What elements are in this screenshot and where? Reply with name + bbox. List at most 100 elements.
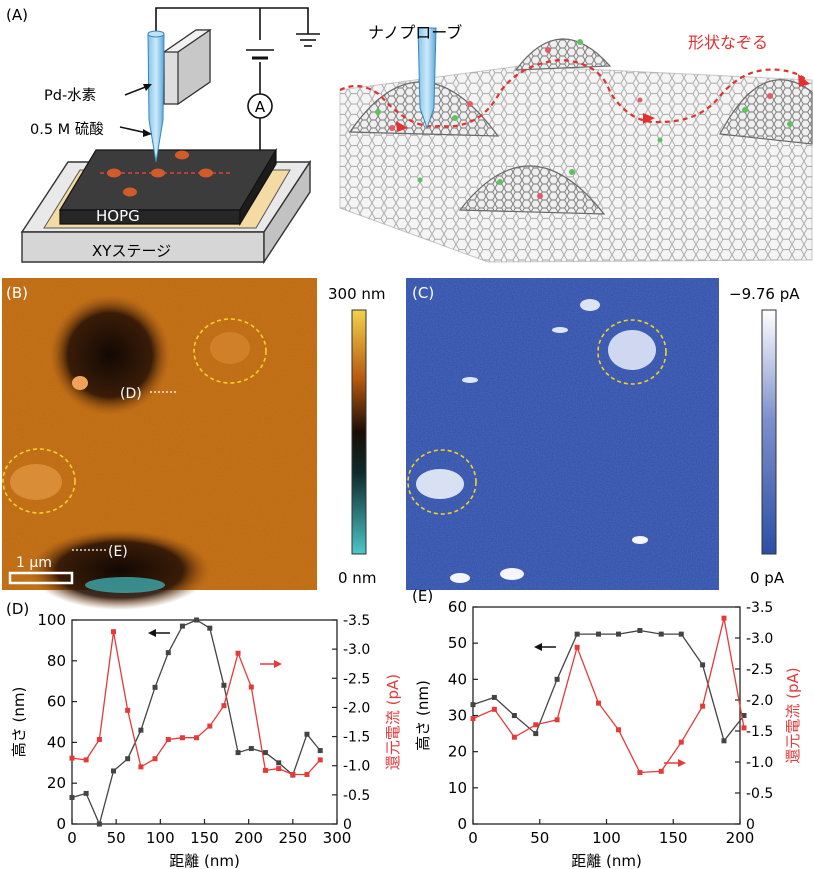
data-point xyxy=(125,756,131,762)
data-point xyxy=(700,662,706,668)
battery-icon xyxy=(246,49,274,60)
y-left-tick-label: 40 xyxy=(448,670,467,688)
marker-d: (D) xyxy=(120,386,142,402)
data-point xyxy=(574,631,580,637)
data-point xyxy=(235,650,241,656)
y-left-tick-label: 0 xyxy=(56,815,66,833)
data-point xyxy=(179,623,185,629)
y-right-tick-label: -1.0 xyxy=(343,759,370,775)
panel-b-label: (B) xyxy=(6,284,28,302)
colorbar-b-max: 300 nm xyxy=(328,285,386,303)
y-right-tick-label: -1.5 xyxy=(343,730,370,746)
x-tick-label: 150 xyxy=(659,829,688,847)
x-tick-label: 200 xyxy=(234,829,263,847)
data-point xyxy=(491,706,497,712)
y-right-tick-label: -3.0 xyxy=(343,642,370,658)
data-point xyxy=(470,716,476,722)
y-left-tick-label: 30 xyxy=(448,707,467,725)
colorbar-c-min: 0 pA xyxy=(750,569,785,587)
probe-holder xyxy=(162,28,212,106)
data-point xyxy=(165,650,171,656)
highlight-circle xyxy=(193,318,267,384)
x-tick-label: 250 xyxy=(279,829,308,847)
acid-label: 0.5 M 硫酸 xyxy=(30,121,104,138)
panel-c-colorbar: −9.76 pA 0 pA xyxy=(729,285,800,587)
data-point xyxy=(125,707,131,713)
data-point xyxy=(637,770,643,776)
carbon-dome-top xyxy=(514,38,612,71)
graphene-illustration: ナノプローブ 形状なぞる xyxy=(339,23,813,263)
hopg-label: HOPG xyxy=(96,207,140,225)
y-left-tick-label: 0 xyxy=(457,815,467,833)
panel-a-label: (A) xyxy=(6,6,28,24)
y-left-tick-label: 60 xyxy=(47,693,66,711)
data-point xyxy=(741,725,747,731)
panel-b-colorbar: 300 nm 0 nm xyxy=(328,285,386,587)
data-point xyxy=(152,684,158,690)
nanoprobe-icon xyxy=(417,27,437,130)
data-point xyxy=(511,734,517,740)
data-point xyxy=(207,625,213,631)
y-left-tick-label: 10 xyxy=(448,779,467,797)
plot-frame xyxy=(71,619,338,825)
y-right-tick-label: -3.5 xyxy=(343,613,370,629)
data-point xyxy=(96,736,102,742)
data-point xyxy=(533,731,539,737)
ammeter-label: A xyxy=(255,98,266,116)
panel-c-label: (C) xyxy=(412,284,434,302)
data-point xyxy=(221,703,227,709)
data-point xyxy=(554,676,560,682)
ground-symbol xyxy=(296,33,320,47)
carbon-dome-bottom xyxy=(458,165,606,215)
panel-b-topography: (D) (E) 1 µm (B) xyxy=(2,278,317,610)
data-point xyxy=(262,767,268,773)
data-point xyxy=(470,702,476,708)
y-left-tick-label: 80 xyxy=(47,652,66,670)
x-axis-label: 距離 (nm) xyxy=(169,852,240,869)
trace-path xyxy=(339,58,807,128)
data-point xyxy=(221,682,227,688)
stage-label: XYステージ xyxy=(92,242,171,260)
ammeter-icon: A xyxy=(247,93,273,119)
data-point xyxy=(235,750,241,756)
trace-label: 形状なぞる xyxy=(688,33,768,52)
y-right-tick-label: -1.0 xyxy=(746,755,773,771)
data-point xyxy=(721,738,727,744)
series-line xyxy=(71,619,321,826)
y-right-tick-label: -1.5 xyxy=(746,724,773,740)
data-point xyxy=(194,617,200,623)
probe-tip-icon xyxy=(147,33,165,163)
data-point xyxy=(317,748,323,754)
x-tick-label: 100 xyxy=(592,829,621,847)
data-point xyxy=(678,631,684,637)
data-point xyxy=(741,713,747,718)
colorbar-c-max: −9.76 pA xyxy=(729,285,800,303)
y-right-tick-label: 0 xyxy=(746,817,755,833)
data-point xyxy=(69,794,75,800)
y-left-axis-label: 高さ (nm) xyxy=(414,680,432,751)
data-point xyxy=(721,615,727,621)
series-line xyxy=(472,629,745,743)
y-right-tick-label: -2.5 xyxy=(746,662,773,678)
data-point xyxy=(111,768,117,774)
x-tick-label: 100 xyxy=(146,829,175,847)
y-right-axis-label: 還元電流 (pA) xyxy=(384,674,402,770)
y-right-tick-label: -0.5 xyxy=(343,788,370,804)
chart-d: (D)0 50 100 150 200 250 3000204060801000-0.5-1… xyxy=(6,600,402,869)
left-axis-arrowhead xyxy=(534,643,542,651)
data-point xyxy=(574,644,580,650)
data-point xyxy=(96,821,102,827)
scalebar-label: 1 µm xyxy=(16,555,52,571)
y-right-tick-label: -2.0 xyxy=(343,700,370,716)
data-point xyxy=(165,736,171,742)
y-right-axis-label: 還元電流 (pA) xyxy=(784,667,802,763)
data-point xyxy=(194,735,200,741)
data-point xyxy=(658,631,664,637)
data-point xyxy=(595,700,601,706)
panel-a-schematic: (A) A XYステージ xyxy=(6,6,320,265)
data-point xyxy=(658,768,664,774)
data-point xyxy=(304,731,310,737)
data-point xyxy=(290,771,296,777)
data-point xyxy=(595,631,601,637)
data-point xyxy=(83,790,89,796)
